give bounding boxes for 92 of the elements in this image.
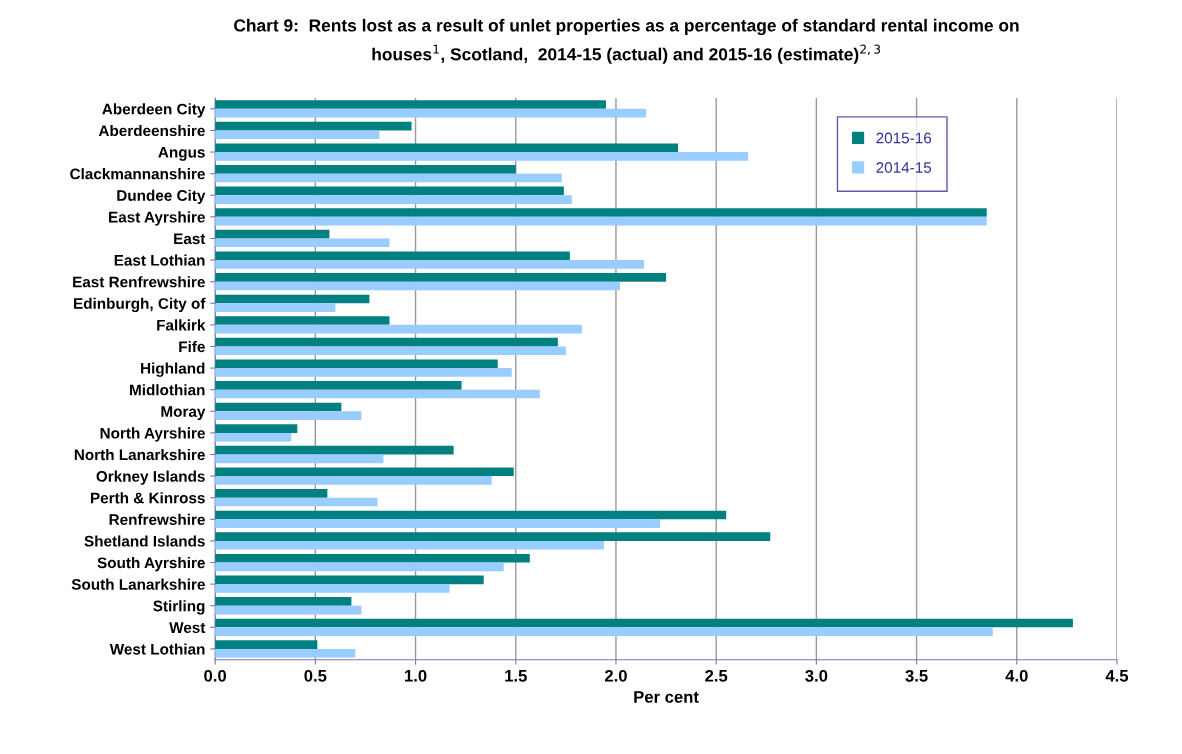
bar: [215, 143, 679, 153]
chart-title: Chart 9: Rents lost as a result of unlet properties as a percentage of standard rental income on houses$^{1}$, Scotland, 2014-15 (actual) and 2015-16 (estimate)$^{2,3}$: [234, 18, 1019, 64]
y-tick-label: North Lanarkshire: [74, 448, 205, 461]
y-tick-label: North Ayrshire: [100, 427, 205, 442]
bar: [215, 467, 514, 477]
bar: [215, 216, 987, 226]
bar: [215, 359, 498, 369]
x-tick-label: 2.5: [705, 669, 728, 682]
bar: [215, 618, 1073, 628]
bar: [215, 260, 645, 269]
bar: [215, 454, 384, 464]
bar: [215, 532, 771, 541]
y-tick-label: Falkirk: [157, 319, 206, 331]
y-tick-label: Angus: [158, 147, 205, 161]
y-tick-label: Renfrewshire: [109, 513, 205, 525]
bar: [215, 186, 564, 196]
y-tick-label: West Lothian: [109, 643, 205, 655]
bar: [215, 229, 330, 239]
bar: [215, 389, 540, 399]
y-tick-label: Highland: [141, 362, 205, 377]
bar: [215, 173, 562, 183]
bar: [215, 273, 667, 282]
legend-label: 2015-16: [876, 132, 932, 144]
bar: [215, 540, 604, 550]
bar: [215, 640, 318, 649]
bar: [215, 368, 512, 377]
bar: [215, 100, 606, 109]
bar: [215, 121, 412, 131]
bar: [215, 424, 298, 433]
y-tick-label: Stirling: [153, 600, 205, 615]
bar: [215, 497, 378, 507]
y-tick-label: Moray: [161, 406, 206, 420]
bar: [215, 294, 370, 304]
bar: [215, 152, 749, 161]
bar: [215, 432, 292, 442]
y-tick-label: Aberdeen City: [102, 103, 206, 118]
y-tick-label: Clackmannanshire: [70, 168, 205, 180]
bar: [215, 648, 356, 658]
y-tick-label: West: [169, 622, 206, 634]
y-tick-label: Edinburgh, City of: [74, 297, 206, 313]
bar: [215, 411, 362, 420]
bar: [215, 553, 530, 563]
y-tick-label: South Ayrshire: [97, 556, 205, 572]
y-tick-label: South Lanarkshire: [71, 578, 205, 590]
y-tick-label: Perth & Kinross: [90, 492, 205, 504]
bar: [215, 165, 516, 174]
bar: [215, 445, 454, 455]
bar: [215, 130, 380, 140]
x-tick-label: 4.0: [1005, 669, 1028, 682]
y-tick-label: East Renfrewshire: [73, 276, 205, 288]
bar: [215, 108, 647, 118]
bar: [215, 208, 987, 217]
x-tick-label: 4.5: [1105, 670, 1129, 682]
bar: [215, 489, 328, 498]
x-tick-label: 3.5: [905, 669, 928, 682]
y-tick-label: Midlothian: [130, 384, 205, 396]
bar: [215, 337, 558, 347]
y-tick-label: East Lothian: [114, 254, 205, 266]
bar: [215, 627, 993, 636]
bar: [215, 510, 727, 520]
bar: [215, 316, 390, 325]
x-tick-label: 0.5: [304, 669, 327, 682]
bar: [215, 519, 661, 528]
x-tick-label: 3.0: [805, 669, 828, 682]
bar: [215, 381, 462, 390]
bar: [215, 251, 570, 261]
bar: [215, 476, 492, 485]
x-tick-label: 2.0: [604, 669, 627, 682]
y-tick-label: East: [174, 233, 206, 245]
bar: [215, 584, 450, 593]
y-tick-label: Orkney Islands: [96, 470, 205, 485]
x-tick-label: 1.5: [505, 670, 527, 682]
x-axis-title: Per cent: [634, 691, 699, 703]
bar: [215, 346, 566, 356]
y-tick-label: Shetland Islands: [84, 535, 205, 547]
bar: [215, 281, 620, 291]
bar: [215, 575, 484, 585]
bar: [215, 195, 572, 204]
bar: [215, 238, 390, 248]
bar: [215, 402, 342, 412]
bar: [215, 562, 504, 572]
y-tick-label: Dundee City: [117, 189, 206, 204]
y-tick-label: Aberdeenshire: [98, 124, 205, 137]
y-tick-label: Fife: [179, 340, 205, 353]
x-tick-label: 0.0: [204, 669, 227, 682]
bar: [215, 324, 582, 334]
legend-label: 2014-15: [876, 162, 932, 173]
bar: [215, 605, 362, 615]
bar: [215, 597, 352, 606]
y-tick-label: East Ayrshire: [109, 211, 205, 226]
x-tick-label: 1.0: [405, 669, 427, 682]
bar: [215, 303, 336, 312]
